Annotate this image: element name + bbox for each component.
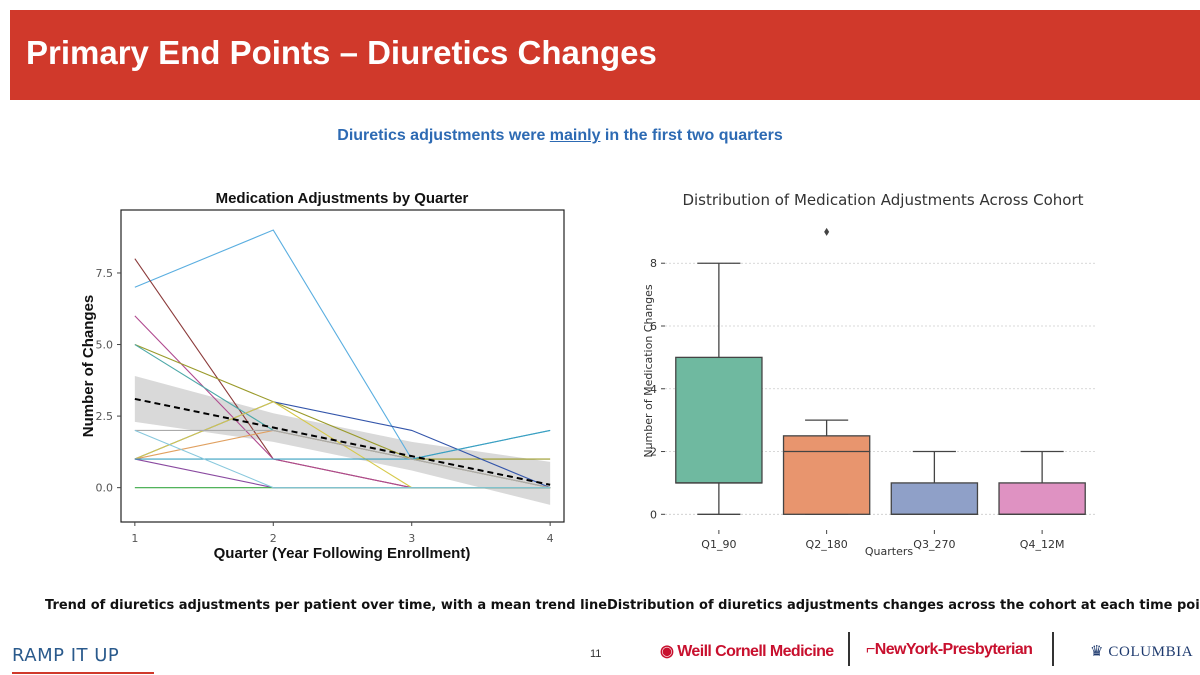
y-tick-label: 2.5 (96, 410, 114, 423)
y-tick-label: 5.0 (96, 339, 114, 352)
line-chart-x-ticks: 1 2 3 4 (131, 522, 554, 545)
mean-trend-line (134, 397, 551, 486)
box-Q3_270 (890, 450, 979, 515)
columbia-text: COLUMBIA (1108, 644, 1194, 660)
x-tick-label: Q2_180 (806, 538, 848, 551)
box-Q4_12M (998, 450, 1086, 515)
weill-cornell-seal-icon: ◉ (660, 643, 678, 660)
box-chart-title: Distribution of Medication Adjustments A… (682, 191, 1083, 209)
subtitle-emphasis: mainly (549, 127, 601, 144)
caption-left: Trend of diuretics adjustments per patie… (45, 598, 608, 613)
line-chart-y-ticks: 0.0 2.5 5.0 7.5 (96, 267, 121, 495)
nyp-logo: ⌐NewYork-Presbyterian (866, 641, 1033, 659)
x-tick-label: 4 (547, 532, 554, 545)
patient-series-line (134, 429, 551, 489)
ramp-underline (12, 672, 154, 674)
nyp-mark-icon: ⌐ (866, 641, 875, 658)
caption-right: Distribution of diuretics adjustments ch… (607, 598, 1200, 613)
y-tick-label: 8 (650, 257, 657, 270)
x-tick-label: 1 (131, 532, 138, 545)
y-tick-label: 4 (650, 383, 657, 396)
x-tick-label: Q4_12M (1020, 538, 1065, 551)
ramp-it-up-logo: RAMP IT UP (12, 638, 154, 674)
weill-cornell-text: Weill Cornell Medicine (677, 643, 834, 660)
y-tick-label: 0.0 (96, 482, 114, 495)
x-tick-label: 3 (408, 532, 415, 545)
logo-separator (1052, 632, 1054, 666)
line-chart-xlabel: Quarter (Year Following Enrollment) (214, 545, 471, 562)
page-number: 11 (590, 648, 602, 660)
box-body (782, 435, 871, 515)
weill-cornell-logo: ◉ Weill Cornell Medicine (660, 641, 834, 661)
y-tick-label: 7.5 (96, 267, 114, 280)
outlier-point (824, 227, 830, 236)
x-tick-label: Q1_90 (701, 538, 736, 551)
logo-separator (848, 632, 850, 666)
patient-series-line (134, 429, 551, 489)
box-chart: Distribution of Medication Adjustments A… (642, 191, 1096, 558)
ramp-it-up-text: RAMP IT UP (12, 645, 120, 666)
subtitle-pre: Diuretics adjustments were (337, 127, 550, 144)
box-chart-boxes (675, 227, 1086, 515)
box-body (675, 356, 763, 484)
subtitle-post: in the first two quarters (600, 127, 783, 144)
box-body (998, 482, 1086, 515)
nyp-text: NewYork-Presbyterian (874, 641, 1033, 658)
line-chart-ylabel: Number of Changes (80, 295, 97, 438)
box-chart-ylabel: Number of Medication Changes (642, 284, 655, 458)
y-tick-label: 2 (650, 446, 657, 459)
columbia-logo: ♛ COLUMBIA (1090, 642, 1193, 661)
line-chart-frame (120, 209, 565, 523)
box-Q2_180 (782, 227, 871, 515)
slide-subtitle: Diuretics adjustments were mainly in the… (0, 127, 1120, 145)
confidence-band (134, 376, 551, 505)
box-chart-xlabel: Quarters (865, 545, 913, 558)
line-chart-plot (134, 229, 551, 505)
line-chart: Medication Adjustments by Quarter 1 2 3 4 0… (80, 190, 565, 562)
y-tick-label: 0 (650, 508, 657, 521)
box-chart-x-ticks: Q1_90 Q2_180 Q3_270 Q4_12M (701, 530, 1064, 551)
box-chart-y-ticks: 0 2 4 6 8 (650, 257, 665, 521)
slide-title: Primary End Points – Diuretics Changes (26, 34, 657, 71)
y-tick-label: 6 (650, 320, 657, 333)
x-tick-label: Q3_270 (913, 538, 955, 551)
box-body (890, 482, 979, 515)
line-chart-title: Medication Adjustments by Quarter (216, 190, 469, 207)
x-tick-label: 2 (270, 532, 277, 545)
box-Q1_90 (675, 262, 763, 515)
title-bar: Primary End Points – Diuretics Changes (10, 10, 1200, 100)
crown-icon: ♛ (1090, 644, 1109, 660)
